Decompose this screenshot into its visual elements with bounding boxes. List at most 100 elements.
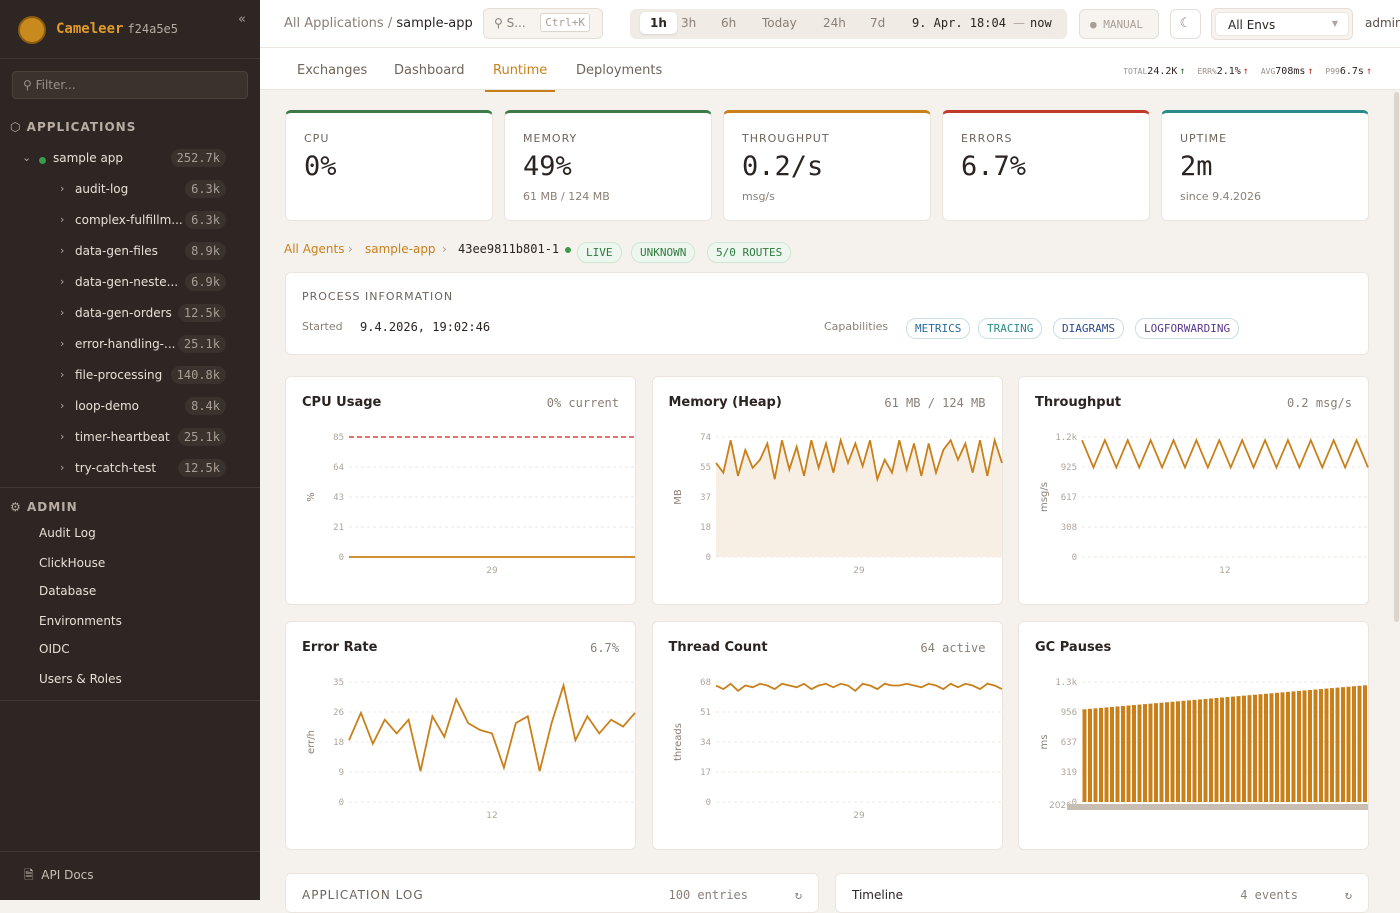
live-dot <box>565 247 571 253</box>
time-range-7d[interactable]: 7d <box>870 16 886 30</box>
y-axis-label: MB <box>673 489 684 505</box>
y-tick-label: 9 <box>339 768 344 778</box>
y-tick-label: 1.2k <box>1055 433 1077 443</box>
route-item[interactable]: › error-handling-... 25.1k <box>0 331 260 359</box>
bar <box>1093 708 1098 802</box>
tab-runtime[interactable]: Runtime <box>484 63 556 92</box>
agent-id: 43ee9811b801-1 <box>458 242 560 256</box>
bar <box>1275 692 1279 802</box>
timeline-card: Timeline 4 events ↻ <box>835 873 1369 913</box>
admin-item[interactable]: Audit Log <box>39 526 96 540</box>
y-tick-label: 925 <box>1061 463 1077 473</box>
environment-select[interactable]: All Envs ▼ <box>1211 8 1353 40</box>
bar <box>1132 705 1136 802</box>
x-tick-label: 2026 <box>1049 801 1072 811</box>
capability-badge: METRICS <box>906 318 971 339</box>
refresh-icon[interactable]: ↻ <box>1344 888 1352 902</box>
refresh-icon[interactable]: ↻ <box>794 888 802 902</box>
y-tick-label: 617 <box>1061 493 1077 503</box>
filter-input[interactable]: ⚲ Filter... <box>12 71 248 99</box>
x-tick-label: 29 <box>486 566 498 576</box>
admin-item[interactable]: Database <box>39 584 97 598</box>
moon-icon[interactable]: ☾ <box>1170 9 1201 39</box>
bar <box>1363 685 1367 802</box>
bar <box>1335 687 1340 802</box>
route-item[interactable]: › data-gen-files 8.9k <box>0 238 260 266</box>
chart-title: Thread Count <box>668 640 768 655</box>
search-input[interactable]: ⚲ S... Ctrl+K <box>483 8 603 39</box>
chart-error-rate: 0 9 18 26 35 err/h 12 Error Rate 6.7% <box>285 621 636 850</box>
process-info-card: PROCESS INFORMATION Started 9.4.2026, 19… <box>285 272 1369 355</box>
time-range-3h[interactable]: 3h <box>681 16 697 30</box>
y-tick-label: 956 <box>1061 708 1077 718</box>
route-item[interactable]: › try-catch-test 12.5k <box>0 455 260 483</box>
bar <box>1291 691 1296 802</box>
y-tick-label: 0 <box>339 798 344 808</box>
bar <box>1203 698 1208 802</box>
capability-badge: TRACING <box>978 318 1043 339</box>
time-range-Today[interactable]: Today <box>762 16 797 30</box>
y-tick-label: 0 <box>1072 553 1077 563</box>
admin-item[interactable]: Users & Roles <box>39 672 122 686</box>
bar <box>1187 700 1191 802</box>
series-line <box>348 681 636 772</box>
bar <box>1104 707 1109 802</box>
bar <box>1099 707 1103 802</box>
route-item[interactable]: › complex-fulfillm... 6.3k <box>0 207 260 235</box>
time-range-24h[interactable]: 24h <box>823 16 846 30</box>
chart-current-value: 0% current <box>546 396 619 410</box>
crumb-all-agents[interactable]: All Agents <box>284 242 345 256</box>
bar <box>1319 689 1323 802</box>
route-item[interactable]: › timer-heartbeat 25.1k <box>0 424 260 452</box>
api-docs-link[interactable]: 🗎 API Docs <box>24 868 94 882</box>
y-tick-label: 0 <box>705 553 710 563</box>
tab-deployments[interactable]: Deployments <box>576 63 663 78</box>
admin-item[interactable]: ClickHouse <box>39 556 106 570</box>
route-item[interactable]: › file-processing 140.8k <box>0 362 260 390</box>
chevron-down-icon: ▼ <box>1331 19 1338 28</box>
bar <box>1297 690 1301 802</box>
y-tick-label: 34 <box>700 738 711 748</box>
y-tick-label: 35 <box>333 678 344 688</box>
chevrons-left-icon[interactable]: « <box>238 12 246 27</box>
manual-refresh-button[interactable]: ● MANUAL <box>1079 9 1159 39</box>
time-range-1h[interactable]: 1h <box>640 12 677 34</box>
arrow-up-icon: ↑ <box>1307 66 1314 77</box>
range-from[interactable]: 9. Apr. 18:04 <box>912 16 1006 30</box>
y-tick-label: 308 <box>1061 523 1077 533</box>
arrow-up-icon: ↑ <box>1242 66 1249 77</box>
time-range-6h[interactable]: 6h <box>721 16 737 30</box>
series-line <box>714 436 1003 483</box>
admin-item[interactable]: OIDC <box>39 642 70 656</box>
tab-dashboard[interactable]: Dashboard <box>394 63 465 78</box>
route-item[interactable]: › data-gen-neste... 6.9k <box>0 269 260 297</box>
started-value: 9.4.2026, 19:02:46 <box>360 320 491 334</box>
app-item-sample-app[interactable]: ⌄ sample app 252.7k <box>0 145 260 173</box>
scrollbar[interactable] <box>1394 92 1399 622</box>
chevron-right-icon: › <box>60 430 65 443</box>
y-tick-label: 0 <box>1072 798 1077 808</box>
bar <box>1324 688 1329 802</box>
user-menu[interactable]: admin <box>1365 16 1400 30</box>
applications-section[interactable]: ⬡ APPLICATIONS <box>10 120 137 134</box>
crumb-app[interactable]: sample-app <box>365 242 436 256</box>
x-tick-label: 12 <box>1219 566 1230 576</box>
route-item[interactable]: › loop-demo 8.4k <box>0 393 260 421</box>
route-item[interactable]: › audit-log 6.3k <box>0 176 260 204</box>
series-line <box>1081 437 1369 470</box>
admin-item[interactable]: Environments <box>39 614 122 628</box>
y-tick-label: 637 <box>1061 738 1077 748</box>
range-to[interactable]: now <box>1030 16 1052 30</box>
chart-title: CPU Usage <box>302 395 382 410</box>
gear-icon: ⚙ <box>10 500 22 514</box>
breadcrumb: All Applications / sample-app <box>284 16 473 31</box>
route-item[interactable]: › data-gen-orders 12.5k <box>0 300 260 328</box>
tab-exchanges[interactable]: Exchanges <box>297 63 368 78</box>
crumb-all-apps[interactable]: All Applications <box>284 16 384 31</box>
series-line <box>715 682 1002 692</box>
bar <box>1341 687 1345 802</box>
kpi-memory: MEMORY 49% 61 MB / 124 MB <box>504 110 712 221</box>
y-tick-label: 18 <box>333 738 344 748</box>
bar <box>1253 694 1257 802</box>
admin-section[interactable]: ⚙ ADMIN <box>10 500 78 514</box>
